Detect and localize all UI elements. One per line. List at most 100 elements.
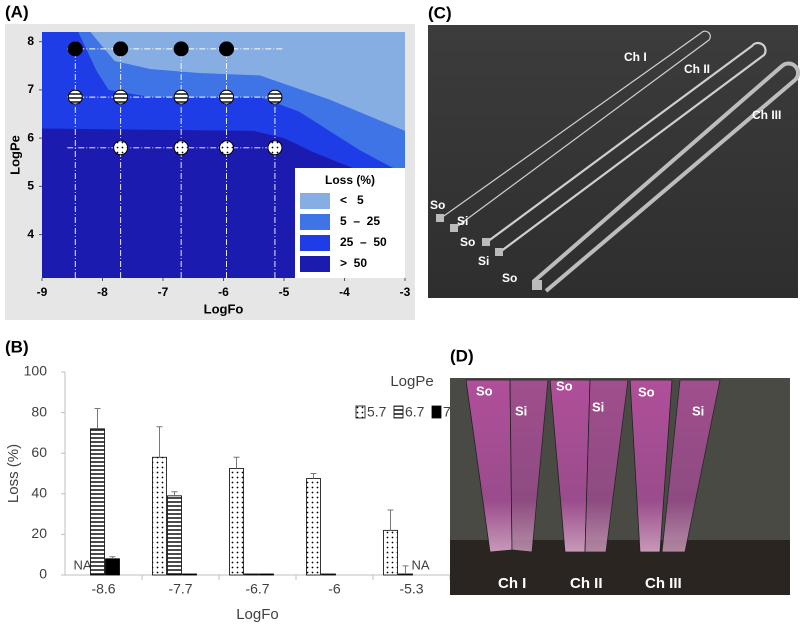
- channel-label: Ch II: [684, 62, 710, 76]
- tube: [661, 379, 721, 553]
- panel-label: (A): [5, 2, 29, 21]
- bar: [182, 573, 197, 576]
- port: [495, 248, 503, 256]
- x-tick-label: -5: [279, 285, 290, 299]
- port: [532, 280, 542, 290]
- bar: [259, 573, 274, 576]
- tube: [509, 379, 549, 553]
- error-bar: [402, 565, 409, 574]
- y-tick-label: 4: [27, 227, 34, 241]
- y-tick-label: 5: [27, 179, 34, 193]
- y-axis-label: LogPe: [7, 135, 22, 175]
- bar: [383, 529, 398, 576]
- error-bar: [233, 456, 240, 469]
- x-axis-label: LogFo: [204, 301, 244, 316]
- port-label: So: [502, 271, 517, 285]
- bar: [321, 573, 336, 576]
- panel-c: Ch I Ch II Ch III So Si So Si So: [428, 25, 800, 298]
- legend-label: < 5: [340, 193, 364, 207]
- y-tick-label: 80: [31, 403, 47, 419]
- y-tick-label: 100: [24, 363, 48, 379]
- render-background: [428, 25, 798, 298]
- point: [173, 89, 189, 105]
- y-tick-label: 40: [31, 485, 47, 501]
- legend-swatch: [300, 256, 330, 272]
- port-label: So: [430, 198, 445, 212]
- error-bar: [310, 473, 317, 479]
- legend-swatch: [300, 235, 330, 251]
- panel-label: (C): [428, 3, 452, 22]
- bar: [306, 478, 321, 576]
- channel-2: [486, 41, 767, 253]
- x-tick-label: -4: [339, 285, 350, 299]
- y-tick-label: 7: [27, 82, 34, 96]
- legend-label: 5 – 25: [340, 214, 380, 228]
- x-tick-label: -7.7: [168, 581, 192, 597]
- point: [113, 140, 129, 156]
- channel-label: Ch I: [624, 50, 647, 64]
- legend-swatch: [300, 214, 330, 230]
- panel-label: (B): [5, 337, 29, 356]
- panel-d: So Si So Si So Si Ch I Ch II Ch III: [450, 378, 790, 595]
- x-tick-label: -5.3: [399, 581, 423, 597]
- bar: [167, 495, 182, 576]
- panel-label: (D): [450, 346, 474, 365]
- x-tick-label: -3: [400, 285, 411, 299]
- point: [267, 140, 283, 156]
- bar: [90, 428, 105, 576]
- channel-tubes: [440, 30, 800, 293]
- y-tick-label: 60: [31, 444, 47, 460]
- point: [219, 89, 235, 105]
- x-tick-label: -6: [218, 285, 229, 299]
- point: [219, 140, 235, 156]
- point: [67, 41, 83, 57]
- value-label: NA: [411, 557, 429, 572]
- y-axis-label: Loss (%): [5, 444, 22, 503]
- error-bar: [94, 408, 101, 429]
- tube-label: So: [556, 378, 573, 393]
- legend-swatch: [355, 405, 366, 419]
- tube-label: So: [638, 384, 655, 399]
- channel-label: Ch III: [752, 108, 781, 122]
- bar: [229, 468, 244, 576]
- legend-label: 6.7: [405, 404, 425, 420]
- port: [450, 224, 458, 232]
- tube-label: Si: [692, 403, 704, 418]
- channel-label: Ch I: [498, 575, 526, 592]
- point: [113, 41, 129, 57]
- panel-a: -9 -8 -7 -6 -5 -4 -3 4 5 6 7 8 LogFo LogPe Loss (%) < 5…: [7, 32, 411, 316]
- x-tick-label: -6: [328, 581, 341, 597]
- error-bar: [171, 491, 178, 496]
- panel-b: 0 20 40 60 80 100 -8.6 -7.7 -6.7 -6 -5.3 NA NA LogFo L…: [5, 363, 463, 623]
- tube: [629, 379, 673, 553]
- legend-title: Loss (%): [325, 173, 375, 187]
- point: [113, 89, 129, 105]
- tube-label: Si: [515, 403, 527, 418]
- y-tick-label: 0: [39, 566, 47, 582]
- bar: [152, 456, 167, 576]
- bar: [105, 558, 120, 576]
- point: [173, 41, 189, 57]
- x-tick-label: -8: [97, 285, 108, 299]
- tubes: [465, 379, 721, 553]
- tube-label: So: [476, 383, 493, 398]
- point: [67, 89, 83, 105]
- legend-swatch: [431, 405, 442, 419]
- channel-label: Ch III: [645, 575, 682, 592]
- x-tick-label: -6.7: [245, 581, 269, 597]
- channel-1: [440, 30, 711, 229]
- port: [482, 238, 490, 246]
- x-axis-label: LogFo: [236, 606, 279, 623]
- legend-title: LogPe: [390, 373, 433, 390]
- tube: [584, 379, 629, 553]
- point: [173, 140, 189, 156]
- error-bar: [387, 509, 394, 531]
- x-tick-label: -7: [158, 285, 169, 299]
- x-tick-label: -9: [37, 285, 48, 299]
- point: [219, 41, 235, 57]
- port-label: Si: [478, 254, 489, 268]
- legend-label: > 50: [340, 256, 367, 270]
- port-label: Si: [457, 214, 468, 228]
- y-tick-label: 8: [27, 34, 34, 48]
